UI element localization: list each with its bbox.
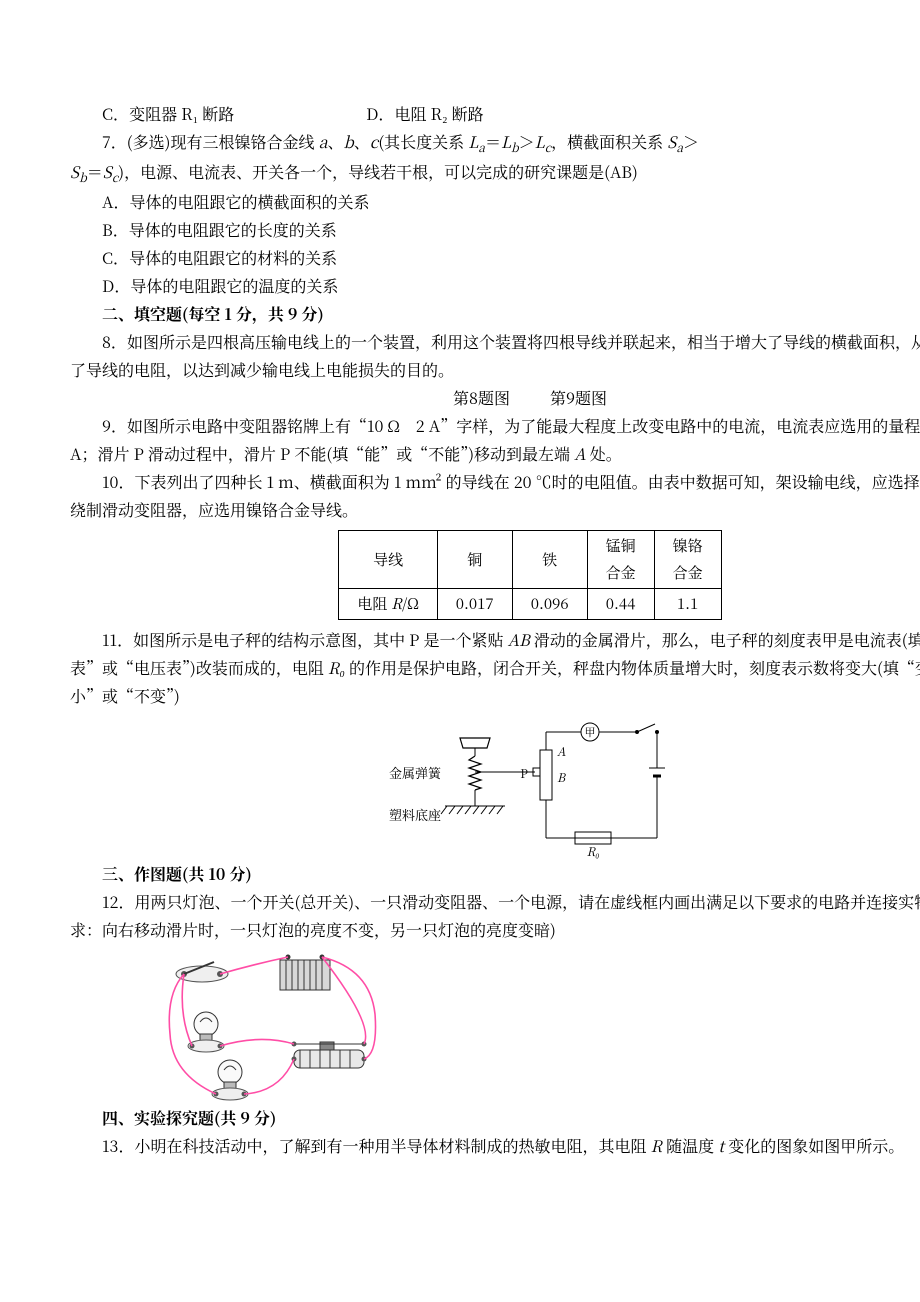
r-fe: 0.096 [512,588,587,619]
q10-num: 10． [102,470,134,493]
q11-AB: AB [508,628,530,651]
q7-opt-c: C．导体的电阻跟它的材料的关系 [70,244,920,272]
q9-A: A [574,442,586,465]
q6-c-label: C． [102,102,129,125]
q11-figure: 金属弹簧 塑料底座 P A B 甲 R₀ [385,720,675,860]
anno-meter: 甲 [585,724,596,740]
q7-tag: (多选) [127,130,171,153]
q11-num: 11． [102,628,133,651]
q10: 10．下表列出了四种长 1 m、横截面积为 1 mm² 的导线在 20 ℃时的电… [70,468,920,524]
th-ni2: 合金 [673,560,703,586]
q7-num: 7． [102,130,127,153]
q9-caption: 第9题图 [550,384,607,412]
q8-q9-captions: 第8题图 第9题图 [70,384,920,412]
q7-c-text: 导体的电阻跟它的材料的关系 [129,246,337,269]
th-cu: 铜 [437,531,512,589]
q6-d-label: D． [366,102,394,125]
q12: 12．用两只灯泡、一个开关(总开关)、一只滑动变阻器、一个电源，请在虚线框内画出… [70,888,920,944]
section-2-heading: 二、填空题(每空 1 分，共 9 分) [70,300,920,328]
q7-stem2: (其长度关系 [378,130,468,153]
anno-P: P [520,765,528,782]
q7-stem-line2: Sb＝Sc)，电源、电流表、开关各一个，导线若干根，可以完成的研究课题是(AB) [70,158,920,188]
q9-num: 9． [102,414,127,437]
r-ni: 1.1 [654,588,721,619]
section-4-heading: 四、实验探究题(共 9 分) [70,1104,920,1132]
q10-text: 下表列出了四种长 1 m、横截面积为 1 mm² 的导线在 20 ℃时的电阻值。… [70,470,920,521]
q7-a-text: 导体的电阻跟它的横截面积的关系 [130,190,370,213]
q6-d-text: 电阻 R₂ 断路 [394,102,483,125]
r-mn: 0.44 [587,588,654,619]
q8-text: 如图所示是四根高压输电线上的一个装置，利用这个装置将四根导线并联起来，相当于增大… [70,330,920,381]
q7-opt-a: A．导体的电阻跟它的横截面积的关系 [70,188,920,216]
q6-options: C．变阻器 R₁ 断路 D．电阻 R₂ 断路 [70,100,920,128]
th-ni1: 镍铬 [673,533,703,559]
q12-num: 12． [102,890,134,913]
q12-text: 用两只灯泡、一个开关(总开关)、一只滑动变阻器、一个电源，请在虚线框内画出满足以… [70,890,920,941]
q7-a-label: A． [102,190,130,213]
q7-b-label: B． [102,218,129,241]
table-row: 导线 铜 铁 锰铜 合金 镍铬 合金 [339,531,721,589]
q13-text3: 变化的图象如图甲所示。 [724,1134,904,1157]
q7-d-label: D． [102,274,130,297]
q7-stem3: ，横截面积关系 [551,130,667,153]
q7-opt-d: D．导体的电阻跟它的温度的关系 [70,272,920,300]
q11: 11．如图所示是电子秤的结构示意图，其中 P 是一个紧贴 AB 滑动的金属滑片，… [70,626,920,710]
q9-text2: 处。 [586,442,622,465]
row-label: 电阻 R/Ω [339,588,437,619]
q9: 9．如图所示电路中变阻器铭牌上有“10 Ω 2 A”字样，为了能最大程度上改变电… [70,412,920,468]
q13-text1: 小明在科技活动中，了解到有一种用半导体材料制成的热敏电阻，其电阻 [134,1134,650,1157]
q13-num: 13． [102,1134,134,1157]
q7-stem4: )，电源、电流表、开关各一个，导线若干根，可以完成的研究课题是(AB) [118,160,638,183]
anno-B: B [557,769,567,786]
th-mn: 锰铜 合金 [587,531,654,589]
th-mn1: 锰铜 [606,533,636,559]
q7-stem-line1: 7．(多选)现有三根镍铬合金线 a、b、c(其长度关系 La＝Lb＞Lc，横截面… [70,128,920,158]
q8-caption: 第8题图 [453,384,510,412]
anno-base: 塑料底座 [389,805,441,824]
q8-num: 8． [102,330,127,353]
q7-c-label: C． [102,246,129,269]
anno-R0-fig: R₀ [587,843,600,860]
q11-R0: R₀ [328,656,345,679]
th-ni: 镍铬 合金 [654,531,721,589]
th-mn2: 合金 [606,560,636,586]
th-wire: 导线 [339,531,437,589]
svg-text:−: − [319,954,326,957]
q13-R: R [651,1134,662,1157]
table-row: 电阻 R/Ω 0.017 0.096 0.44 1.1 [339,588,721,619]
q7-b: b [344,130,354,153]
anno-spring: 金属弹簧 [389,763,442,782]
q13-text2: 随温度 [662,1134,718,1157]
q11-text1: 如图所示是电子秤的结构示意图，其中 P 是一个紧贴 [133,628,508,651]
r-cu: 0.017 [437,588,512,619]
q7-stem1: 现有三根镍铬合金线 [170,130,318,153]
q7-d-text: 导体的电阻跟它的温度的关系 [130,274,338,297]
q12-figure: + − [160,954,390,1104]
q8: 8．如图所示是四根高压输电线上的一个装置，利用这个装置将四根导线并联起来，相当于… [70,328,920,384]
q9-text1: 如图所示电路中变阻器铭牌上有“10 Ω 2 A”字样，为了能最大程度上改变电路中… [70,414,920,465]
q7-b-text: 导体的电阻跟它的长度的关系 [129,218,337,241]
th-fe: 铁 [512,531,587,589]
section-3-heading: 三、作图题(共 10 分) [70,860,920,888]
q10-table: 导线 铜 铁 锰铜 合金 镍铬 合金 电阻 R/Ω 0.017 0.096 0.… [338,530,721,620]
svg-text:+: + [285,954,292,957]
q6-c-text: 变阻器 R₁ 断路 [129,102,234,125]
q13: 13．小明在科技活动中，了解到有一种用半导体材料制成的热敏电阻，其电阻 R 随温… [70,1132,920,1160]
q7-a: a [319,130,328,153]
q7-opt-b: B．导体的电阻跟它的长度的关系 [70,216,920,244]
anno-A: A [557,743,566,760]
